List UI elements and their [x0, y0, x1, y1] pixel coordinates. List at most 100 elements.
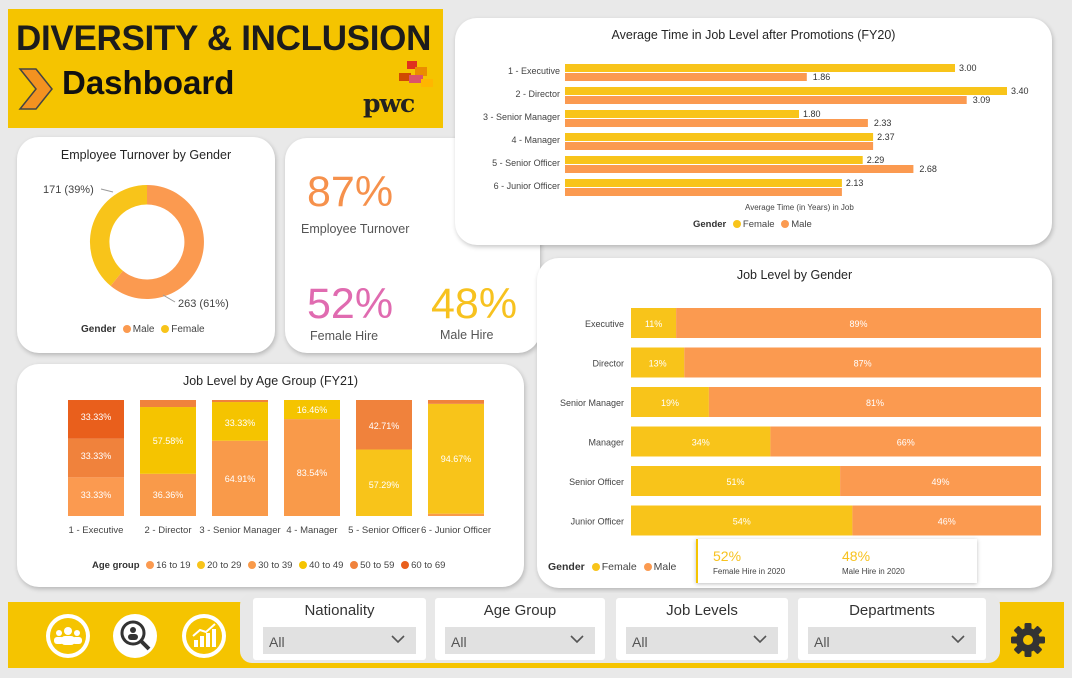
departments-slicer: Departments All: [798, 598, 986, 660]
age-bar-segment: [428, 400, 484, 404]
nationality-slicer: Nationality All: [253, 598, 426, 660]
data-label: 66%: [897, 438, 915, 448]
gender-legend: Gender Male Female: [81, 324, 205, 335]
male-hire-kpi-value: 48%: [431, 280, 518, 328]
data-label: 57.58%: [153, 436, 184, 446]
search-people-icon: [120, 620, 151, 651]
bar-female: [631, 426, 771, 457]
tooltip-female-value: 52%: [713, 548, 742, 564]
data-label: 42.71%: [369, 421, 400, 431]
x-tick-label: 3 - Senior Manager: [199, 525, 281, 536]
donut-chart: [89, 184, 204, 303]
female-slice-label: 171 (39%): [43, 184, 94, 196]
header-banner: DIVERSITY & INCLUSION Dashboard pwc: [8, 9, 443, 128]
bar-female: [565, 133, 874, 141]
x-tick-label: 4 - Manager: [286, 525, 338, 536]
bar-female: [631, 505, 853, 536]
y-tick-label: Executive: [585, 319, 624, 329]
header-title: DIVERSITY & INCLUSION: [16, 19, 432, 58]
chevron-down-icon: [951, 635, 965, 644]
slicer-label: Age Group: [483, 602, 557, 619]
age-bar-segment: [68, 477, 124, 516]
y-tick-label: Junior Officer: [571, 517, 624, 527]
y-tick-label: Manager: [588, 438, 624, 448]
bar-female: [565, 179, 842, 187]
data-label: 49%: [932, 477, 950, 487]
bar-male: [708, 387, 1041, 417]
nationality-dropdown[interactable]: All: [263, 627, 416, 654]
bar-female: [565, 156, 863, 164]
bar-male: [565, 96, 967, 104]
age-bar-segment: [212, 402, 268, 441]
data-label: 2.29: [867, 155, 885, 165]
gender-legend: Gender Female Male: [548, 561, 677, 573]
age-group-card: Job Level by Age Group (FY21) 33.33% 33.3…: [17, 364, 524, 587]
departments-dropdown[interactable]: All: [808, 627, 976, 654]
growth-chart-button[interactable]: [182, 614, 226, 658]
card-title: Employee Turnover by Gender: [60, 148, 232, 162]
bar-male: [565, 119, 868, 127]
bar-female: [631, 387, 709, 417]
job-gender-card: Job Level by Gender Executive 11% 89% Direc…: [537, 258, 1052, 588]
age-bar-segment: [284, 400, 340, 420]
bar-female: [565, 110, 799, 118]
bar-male: [565, 188, 842, 196]
time-in-level-card: Average Time in Job Level after Promotio…: [455, 18, 1052, 245]
bar-male: [565, 142, 874, 150]
people-button[interactable]: [46, 614, 90, 658]
chevron-down-icon: [753, 635, 767, 644]
female-hire-kpi-label: Female Hire: [310, 329, 379, 343]
data-label: 54%: [733, 517, 751, 527]
chevron-down-icon: [391, 635, 405, 644]
bar-male: [684, 347, 1041, 378]
time-in-level-chart: 3.00 1.86 3.40 3.09 1.80 2.33 2.37 2.29 2.68 2.13: [565, 63, 1029, 196]
tooltip-male-label: Male Hire in 2020: [842, 567, 905, 576]
y-tick-label: Senior Manager: [560, 398, 624, 408]
slicer-label: Departments: [849, 602, 935, 619]
bar-female: [565, 87, 1007, 95]
data-label: 19%: [661, 398, 679, 408]
growth-chart-icon: [186, 618, 222, 654]
data-label: 51%: [727, 477, 745, 487]
slicer-label: Job Levels: [666, 602, 738, 619]
x-tick-label: 1 - Executive: [68, 525, 124, 536]
age-bar-segment: [68, 438, 124, 478]
data-label: 13%: [649, 359, 667, 369]
data-label: 36.36%: [153, 490, 184, 500]
card-title: Average Time in Job Level after Promotio…: [611, 28, 896, 42]
data-label: 64.91%: [225, 474, 256, 484]
data-label: 16.46%: [297, 405, 328, 415]
data-label: 3.00: [959, 63, 977, 73]
bar-male: [676, 308, 1041, 338]
turnover-kpi-value: 87%: [307, 168, 394, 216]
data-label: 46%: [938, 517, 956, 527]
data-label: 2.68: [919, 164, 937, 174]
age-group-chart: 33.33% 33.33% 33.33% 57.58% 36.36% 33.33% 64.9…: [68, 400, 484, 516]
search-people-button[interactable]: [113, 614, 157, 658]
job-levels-dropdown[interactable]: All: [626, 627, 778, 654]
data-label: 34%: [692, 438, 710, 448]
header-subtitle: Dashboard: [62, 64, 235, 101]
slice-female: [89, 184, 147, 286]
pwc-brand: pwc: [363, 89, 415, 118]
card-title: Job Level by Gender: [736, 268, 853, 282]
y-tick-label: Senior Officer: [569, 477, 624, 487]
tooltip-male-value: 48%: [842, 548, 871, 564]
data-label: 57.29%: [369, 480, 400, 490]
age-bar-segment: [356, 449, 412, 516]
chevron-down-icon: [570, 635, 584, 644]
age-group-dropdown[interactable]: All: [445, 627, 595, 654]
bar-female: [631, 308, 677, 338]
age-bar-segment: [140, 473, 196, 516]
age-bar-segment: [140, 400, 196, 408]
data-label: 3.40: [1011, 86, 1029, 96]
bar-male: [770, 426, 1041, 457]
x-tick-label: 5 - Senior Officer: [348, 525, 420, 536]
y-axis-labels: 1 - Executive 2 - Director 3 - Senior Ma…: [482, 66, 560, 191]
bar-female: [565, 64, 955, 72]
age-bar-segment: [428, 513, 484, 516]
data-label: 94.67%: [441, 454, 472, 464]
male-hire-kpi-label: Male Hire: [440, 328, 494, 342]
data-label: 33.33%: [225, 418, 256, 428]
settings-button[interactable]: [1008, 620, 1048, 660]
